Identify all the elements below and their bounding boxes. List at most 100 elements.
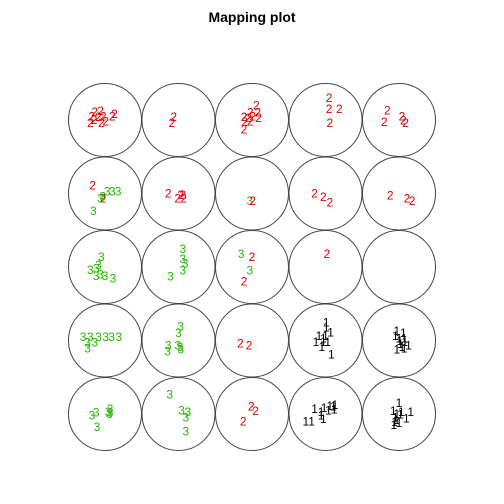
- class-label-2: 2: [247, 114, 254, 128]
- class-label-1: 1: [323, 315, 330, 329]
- class-label-1: 1: [324, 335, 331, 349]
- class-label-3: 3: [185, 405, 192, 419]
- class-label-2: 2: [324, 247, 331, 261]
- class-label-3: 3: [95, 258, 102, 272]
- class-label-3: 3: [246, 194, 253, 208]
- class-label-2: 2: [169, 116, 176, 130]
- class-label-2: 2: [89, 178, 96, 192]
- class-label-1: 1: [332, 398, 339, 412]
- class-label-1: 1: [396, 396, 403, 410]
- class-label-2: 2: [180, 192, 187, 206]
- class-label-3: 3: [84, 336, 91, 350]
- class-label-2: 2: [402, 116, 409, 130]
- class-label-3: 3: [89, 408, 96, 422]
- class-label-3: 3: [180, 252, 187, 266]
- class-label-1: 1: [405, 339, 412, 353]
- class-label-2: 2: [326, 102, 333, 116]
- som-node-r1-c4: [362, 156, 436, 231]
- class-label-3: 3: [177, 342, 184, 356]
- class-label-1: 1: [400, 326, 407, 340]
- class-label-1: 1: [401, 331, 408, 345]
- class-label-1: 1: [397, 408, 404, 422]
- som-node-r2-c3: [288, 230, 363, 304]
- class-label-2: 2: [177, 188, 184, 202]
- som-node-r2-c0: [68, 230, 142, 304]
- class-label-1: 1: [316, 329, 323, 343]
- class-label-1: 1: [320, 335, 327, 349]
- class-label-3: 3: [180, 242, 187, 256]
- class-label-2: 2: [246, 339, 253, 353]
- class-label-2: 2: [320, 190, 327, 204]
- class-label-2: 2: [240, 414, 247, 428]
- class-label-1: 1: [321, 401, 328, 415]
- class-label-1: 1: [392, 411, 399, 425]
- class-label-2: 2: [254, 106, 261, 120]
- class-label-3: 3: [95, 330, 102, 344]
- class-label-3: 3: [87, 330, 94, 344]
- class-label-2: 2: [404, 192, 411, 206]
- class-label-1: 1: [330, 400, 337, 414]
- class-label-3: 3: [165, 339, 172, 353]
- class-label-2: 2: [91, 105, 98, 119]
- class-label-1: 1: [308, 414, 315, 428]
- class-label-2: 2: [98, 116, 105, 130]
- class-label-3: 3: [80, 330, 87, 344]
- class-label-2: 2: [327, 116, 334, 130]
- class-label-3: 3: [107, 406, 114, 420]
- class-label-1: 1: [407, 405, 414, 419]
- class-label-3: 3: [97, 192, 104, 206]
- class-label-1: 1: [320, 331, 327, 345]
- class-label-1: 1: [396, 331, 403, 345]
- class-label-1: 1: [401, 342, 408, 356]
- class-label-3: 3: [182, 256, 189, 270]
- class-label-2: 2: [99, 192, 106, 206]
- class-label-3: 3: [105, 405, 112, 419]
- class-label-1: 1: [393, 342, 400, 356]
- class-label-2: 2: [241, 110, 248, 124]
- class-label-3: 3: [93, 269, 100, 283]
- class-label-2: 2: [253, 98, 260, 112]
- class-label-1: 1: [325, 403, 332, 417]
- class-label-3: 3: [246, 264, 253, 278]
- class-label-3: 3: [174, 339, 181, 353]
- class-label-3: 3: [84, 342, 91, 356]
- class-label-2: 2: [100, 109, 107, 123]
- class-label-1: 1: [311, 402, 318, 416]
- class-label-3: 3: [87, 263, 94, 277]
- class-label-1: 1: [396, 334, 403, 348]
- class-label-3: 3: [108, 330, 115, 344]
- class-label-3: 3: [182, 411, 189, 425]
- class-label-2: 2: [111, 107, 118, 121]
- class-label-1: 1: [390, 404, 397, 418]
- class-label-2: 2: [109, 109, 116, 123]
- class-label-3: 3: [178, 403, 185, 417]
- class-label-3: 3: [182, 425, 189, 439]
- class-label-3: 3: [115, 184, 122, 198]
- class-label-1: 1: [393, 324, 400, 338]
- class-label-2: 2: [102, 114, 109, 128]
- class-label-1: 1: [318, 408, 325, 422]
- class-label-2: 2: [400, 114, 407, 128]
- class-label-3: 3: [90, 204, 97, 218]
- class-label-2: 2: [249, 109, 256, 123]
- class-label-3: 3: [180, 264, 187, 278]
- class-label-1: 1: [319, 340, 326, 354]
- class-label-2: 2: [409, 194, 416, 208]
- class-label-3: 3: [104, 184, 111, 198]
- class-label-3: 3: [107, 402, 114, 416]
- class-label-1: 1: [391, 415, 398, 429]
- som-node-r0-c1: [141, 83, 216, 157]
- class-label-1: 1: [327, 399, 334, 413]
- class-label-2: 2: [180, 188, 187, 202]
- class-label-3: 3: [166, 387, 173, 401]
- class-label-3: 3: [110, 272, 117, 286]
- class-label-1: 1: [328, 347, 335, 361]
- class-label-2: 2: [336, 102, 343, 116]
- class-label-2: 2: [326, 91, 333, 105]
- class-label-1: 1: [401, 335, 408, 349]
- class-label-3: 3: [102, 269, 109, 283]
- class-label-1: 1: [399, 340, 406, 354]
- class-label-2: 2: [170, 110, 177, 124]
- class-label-2: 2: [237, 336, 244, 350]
